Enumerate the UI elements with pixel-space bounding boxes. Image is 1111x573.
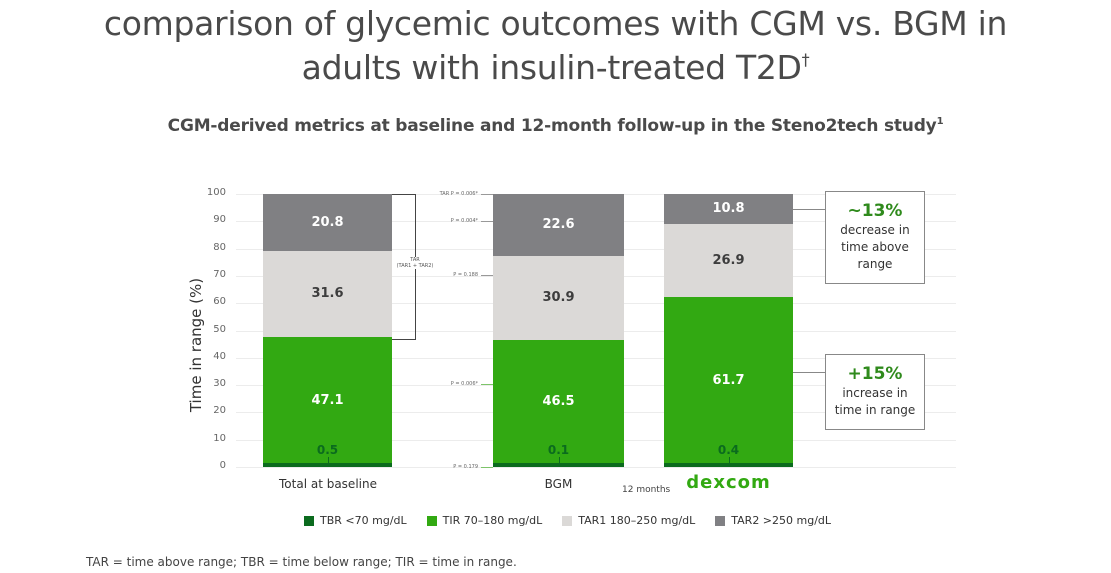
callout-tar-line3: range	[857, 257, 893, 271]
legend-item-tbr: TBR <70 mg/dL	[304, 514, 407, 527]
bracket-line-2: (TAR1 + TAR2)	[396, 263, 434, 269]
y-tick-label: 90	[213, 214, 226, 225]
segment-tbr	[493, 463, 624, 467]
bar-total-at-baseline: 47.1 31.6 20.8 0.5	[263, 194, 392, 467]
y-axis-label: Time in range (%)	[187, 277, 205, 413]
p-value-leader	[481, 467, 493, 468]
x-label-bgm: BGM	[544, 477, 573, 491]
segment-value: 10.8	[712, 201, 745, 217]
callout-tir-value: +15%	[847, 364, 903, 384]
segment-value: 61.7	[712, 372, 745, 388]
tbr-value: 0.1	[547, 443, 570, 457]
p-value-label: P = 0.179	[453, 464, 478, 470]
y-tick-label: 20	[213, 405, 226, 416]
legend-label-tar1: TAR1 180–250 mg/dL	[578, 514, 696, 527]
chart-subtitle: CGM-derived metrics at baseline and 12-m…	[0, 116, 1111, 136]
segment-tar2: 10.8	[664, 194, 793, 224]
p-value-leader	[481, 275, 493, 276]
subtitle-ref: 1	[936, 116, 944, 127]
segment-value: 46.5	[542, 393, 575, 409]
footnote: TAR = time above range; TBR = time below…	[86, 555, 517, 569]
p-value-label: P = 0.188	[453, 272, 478, 278]
callout-tir-increase: +15% increase in time in range	[825, 354, 925, 430]
segment-value: 47.1	[311, 392, 344, 408]
y-tick-label: 60	[213, 296, 226, 307]
legend-swatch-tir	[426, 515, 437, 526]
callout-tir-line2: time in range	[834, 403, 916, 417]
tbr-tick	[559, 457, 560, 464]
callout-connector-tar	[793, 209, 825, 210]
y-tick-label: 10	[213, 433, 226, 444]
subtitle-text: CGM-derived metrics at baseline and 12-m…	[167, 116, 937, 136]
segment-tir: 47.1	[263, 337, 392, 463]
legend-item-tir: TIR 70–180 mg/dL	[426, 514, 543, 527]
p-value-leader	[481, 221, 493, 222]
segment-tar1: 26.9	[664, 223, 793, 298]
p-value-label: TAR P = 0.006*	[439, 191, 478, 197]
p-value-leader	[481, 194, 493, 195]
segment-tar1: 31.6	[263, 250, 392, 338]
p-value-leader	[481, 384, 493, 385]
p-value-label: P = 0.004*	[450, 218, 478, 224]
legend-item-tar2: TAR2 >250 mg/dL	[715, 514, 831, 527]
bar-dexcom: 61.7 26.9 10.8 0.4	[664, 194, 793, 467]
p-value-label: P = 0.006*	[450, 381, 478, 387]
y-tick-label: 30	[213, 378, 226, 389]
y-tick-label: 40	[213, 351, 226, 362]
x-label-baseline: Total at baseline	[279, 477, 377, 491]
tbr-value: 0.4	[717, 443, 740, 457]
dexcom-logo: Dexcom	[686, 472, 771, 493]
legend-item-tar1: TAR1 180–250 mg/dL	[562, 514, 695, 527]
segment-value: 26.9	[712, 252, 745, 268]
tar-bracket-label: TAR (TAR1 + TAR2)	[393, 257, 437, 269]
gridline	[236, 467, 956, 468]
segment-tar2: 20.8	[263, 194, 392, 251]
segment-tir: 46.5	[493, 339, 624, 463]
bar-bgm: 46.5 30.9 22.6 0.1	[493, 194, 624, 467]
y-tick-label: 80	[213, 242, 226, 253]
title-line-1: comparison of glycemic outcomes with CGM…	[103, 4, 1008, 43]
segment-tbr	[664, 463, 793, 467]
y-tick-label: 100	[206, 187, 226, 198]
y-tick-label: 0	[219, 460, 226, 471]
segment-tar2: 22.6	[493, 194, 624, 256]
callout-tar-value: ~13%	[847, 201, 903, 221]
segment-tar1: 30.9	[493, 255, 624, 340]
legend-label-tbr: TBR <70 mg/dL	[320, 514, 407, 527]
segment-value: 30.9	[542, 290, 575, 306]
segment-tbr	[263, 463, 392, 467]
legend-swatch-tar2	[715, 515, 726, 526]
callout-tar-line1: decrease in	[840, 223, 910, 237]
y-tick-label: 70	[213, 269, 226, 280]
legend-label-tar2: TAR2 >250 mg/dL	[731, 514, 832, 527]
y-tick-label: 50	[213, 324, 226, 335]
segment-value: 20.8	[311, 214, 344, 230]
callout-tar-decrease: ~13% decrease in time above range	[825, 191, 925, 284]
x-label-12-months: 12 months	[622, 485, 671, 495]
legend-swatch-tbr	[304, 515, 314, 526]
tbr-value: 0.5	[316, 443, 339, 457]
segment-value: 31.6	[311, 286, 344, 302]
callout-tar-line2: time above	[841, 240, 909, 254]
tbr-tick	[328, 457, 329, 464]
bracket-line-1: TAR	[410, 257, 420, 263]
legend: TBR <70 mg/dL TIR 70–180 mg/dL TAR1 180–…	[304, 514, 831, 527]
tbr-tick	[729, 457, 730, 464]
segment-tir: 61.7	[664, 297, 793, 463]
segment-value: 22.6	[542, 217, 575, 233]
title-dagger: †	[801, 50, 810, 69]
legend-label-tir: TIR 70–180 mg/dL	[442, 514, 543, 527]
legend-swatch-tar1	[562, 515, 573, 526]
callout-tir-line1: increase in	[842, 386, 908, 400]
page-title: comparison of glycemic outcomes with CGM…	[0, 2, 1111, 90]
callout-connector-tir	[793, 372, 825, 373]
title-line-2: adults with insulin-treated T2D	[301, 48, 802, 87]
